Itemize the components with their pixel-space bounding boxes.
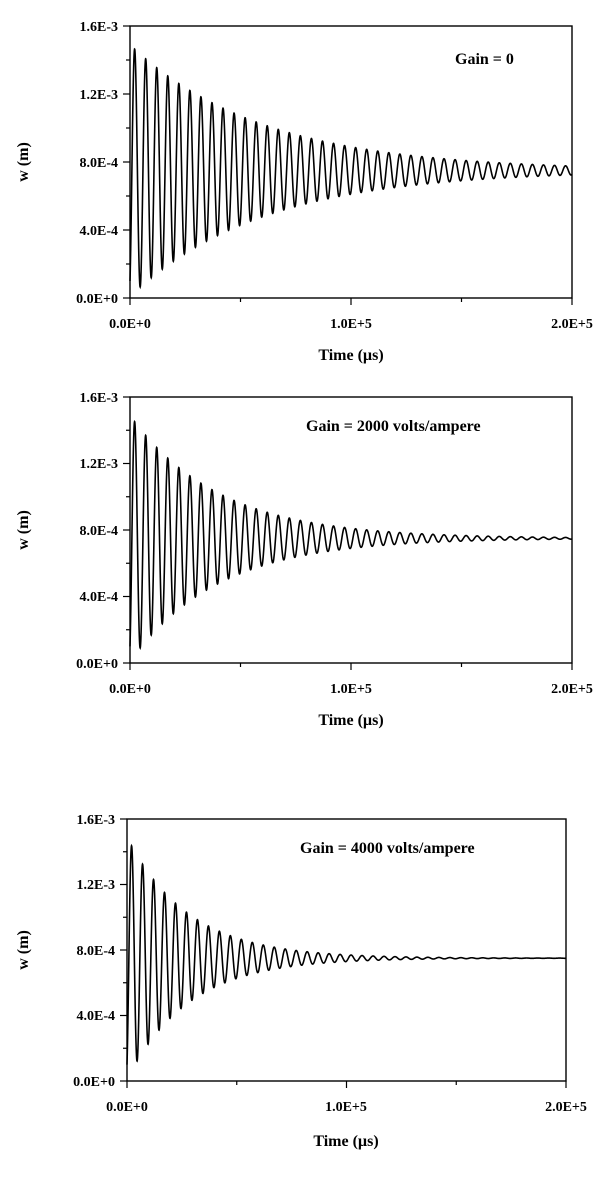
y-tick-label: 4.0E-4 (77, 1009, 116, 1024)
plot-frame (129, 396, 573, 664)
y-tick-label: 1.2E-3 (80, 88, 119, 103)
x-axis-label: Time (µs) (313, 1133, 378, 1150)
series-line (129, 419, 573, 650)
series-line (126, 843, 567, 1065)
tick-marks (123, 25, 573, 305)
y-tick-label: 0.0E+0 (76, 657, 118, 672)
chart-panel-gain-0: Gain = 0 1.6E-3 1.2E-3 8.0E-4 4.0E-4 0.0… (15, 20, 593, 364)
x-tick-label: 2.0E+5 (551, 682, 593, 697)
y-tick-label: 4.0E-4 (80, 224, 119, 239)
y-tick-label: 0.0E+0 (76, 292, 118, 307)
x-tick-label: 0.0E+0 (109, 682, 151, 697)
y-tick-label: 1.2E-3 (80, 457, 119, 472)
x-tick-label: 1.0E+5 (330, 317, 372, 332)
chart-annotation: Gain = 2000 volts/ampere (306, 418, 481, 435)
x-tick-label: 1.0E+5 (330, 682, 372, 697)
chart-panel-gain-2000: Gain = 2000 volts/ampere 1.6E-3 1.2E-3 8… (15, 391, 593, 729)
x-tick-label: 2.0E+5 (551, 317, 593, 332)
y-tick-label: 1.2E-3 (77, 878, 116, 893)
y-tick-label: 0.0E+0 (73, 1075, 115, 1090)
series-line (129, 47, 573, 290)
y-axis-label: w (m) (15, 930, 32, 970)
y-tick-label: 1.6E-3 (80, 20, 119, 35)
y-axis-label: w (m) (15, 142, 32, 182)
x-axis-label: Time (µs) (318, 712, 383, 729)
tick-marks (123, 396, 573, 670)
y-tick-label: 8.0E-4 (80, 156, 119, 171)
y-tick-label: 1.6E-3 (80, 391, 119, 406)
tick-marks (120, 818, 567, 1088)
y-tick-label: 1.6E-3 (77, 813, 116, 828)
plot-frame (126, 818, 567, 1082)
y-axis-label: w (m) (15, 510, 32, 550)
x-axis-label: Time (µs) (318, 347, 383, 364)
chart-panel-gain-4000: Gain = 4000 volts/ampere 1.6E-3 1.2E-3 8… (15, 813, 587, 1150)
x-tick-label: 0.0E+0 (106, 1100, 148, 1115)
chart-annotation: Gain = 0 (455, 51, 514, 68)
x-tick-label: 2.0E+5 (545, 1100, 587, 1115)
y-tick-label: 8.0E-4 (80, 524, 119, 539)
chart-annotation: Gain = 4000 volts/ampere (300, 840, 475, 857)
y-tick-label: 8.0E-4 (77, 944, 116, 959)
x-tick-label: 1.0E+5 (325, 1100, 367, 1115)
x-tick-label: 0.0E+0 (109, 317, 151, 332)
y-tick-label: 4.0E-4 (80, 590, 119, 605)
